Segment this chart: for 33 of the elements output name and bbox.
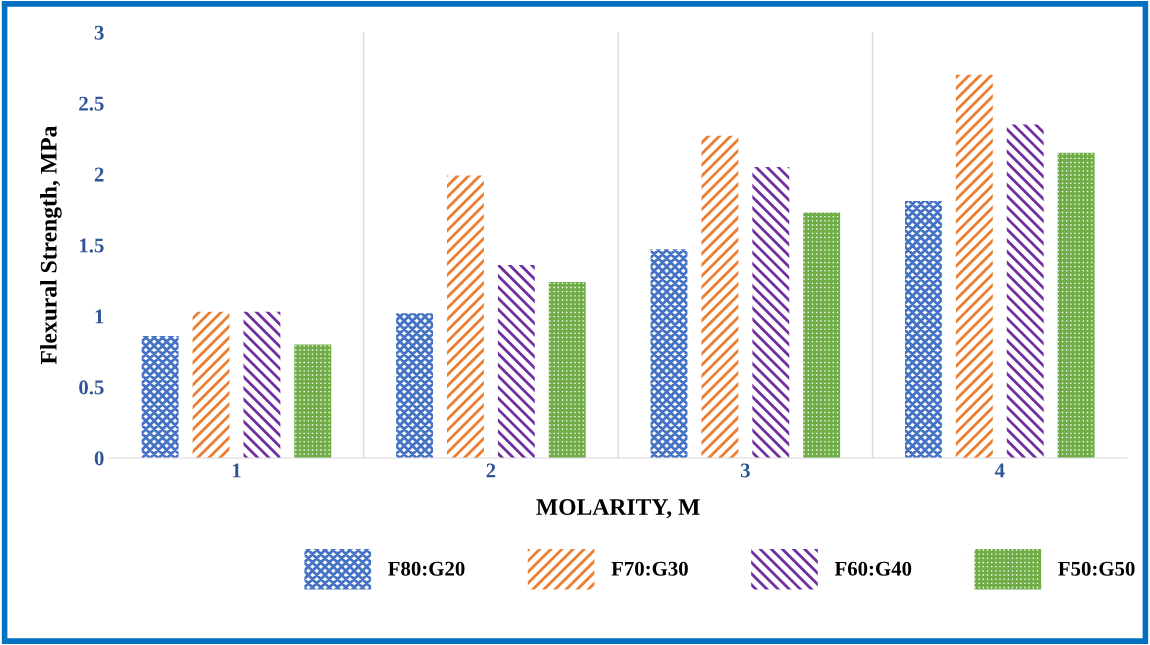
y-tick-label: 0 <box>94 451 104 466</box>
legend-label: F60:G40 <box>834 561 912 576</box>
y-tick-label: 3 <box>94 25 104 40</box>
y-tick-label: 1 <box>95 309 104 324</box>
bar <box>803 212 841 458</box>
x-tick-label: 3 <box>740 463 750 478</box>
bar <box>548 281 586 458</box>
bar <box>141 335 179 458</box>
legend-label: F80:G20 <box>388 561 465 576</box>
x-axis-title: MOLARITY, M <box>536 499 700 519</box>
bar <box>905 201 942 458</box>
bar <box>701 135 739 458</box>
x-tick-label: 4 <box>994 463 1005 478</box>
bar <box>447 175 484 458</box>
legend-label: F70:G30 <box>611 561 688 576</box>
bar <box>243 311 281 458</box>
bar <box>192 311 230 458</box>
y-tick-label: 2.5 <box>79 96 104 111</box>
x-tick-label: 2 <box>486 463 496 478</box>
bar <box>396 313 434 458</box>
bar <box>1057 152 1095 458</box>
y-tick-label: 1.5 <box>80 238 104 253</box>
y-axis-title: Flexural Strength, MPa <box>40 125 62 365</box>
y-tick-label: 0.5 <box>79 380 104 395</box>
bar <box>650 249 688 458</box>
bar <box>955 74 993 458</box>
bar <box>497 264 535 458</box>
bar <box>1006 124 1044 458</box>
legend-label: F50:G50 <box>1058 561 1135 576</box>
x-tick-label: 1 <box>232 463 241 478</box>
bar <box>752 167 790 458</box>
bar <box>294 344 332 458</box>
y-tick-label: 2 <box>94 167 104 182</box>
